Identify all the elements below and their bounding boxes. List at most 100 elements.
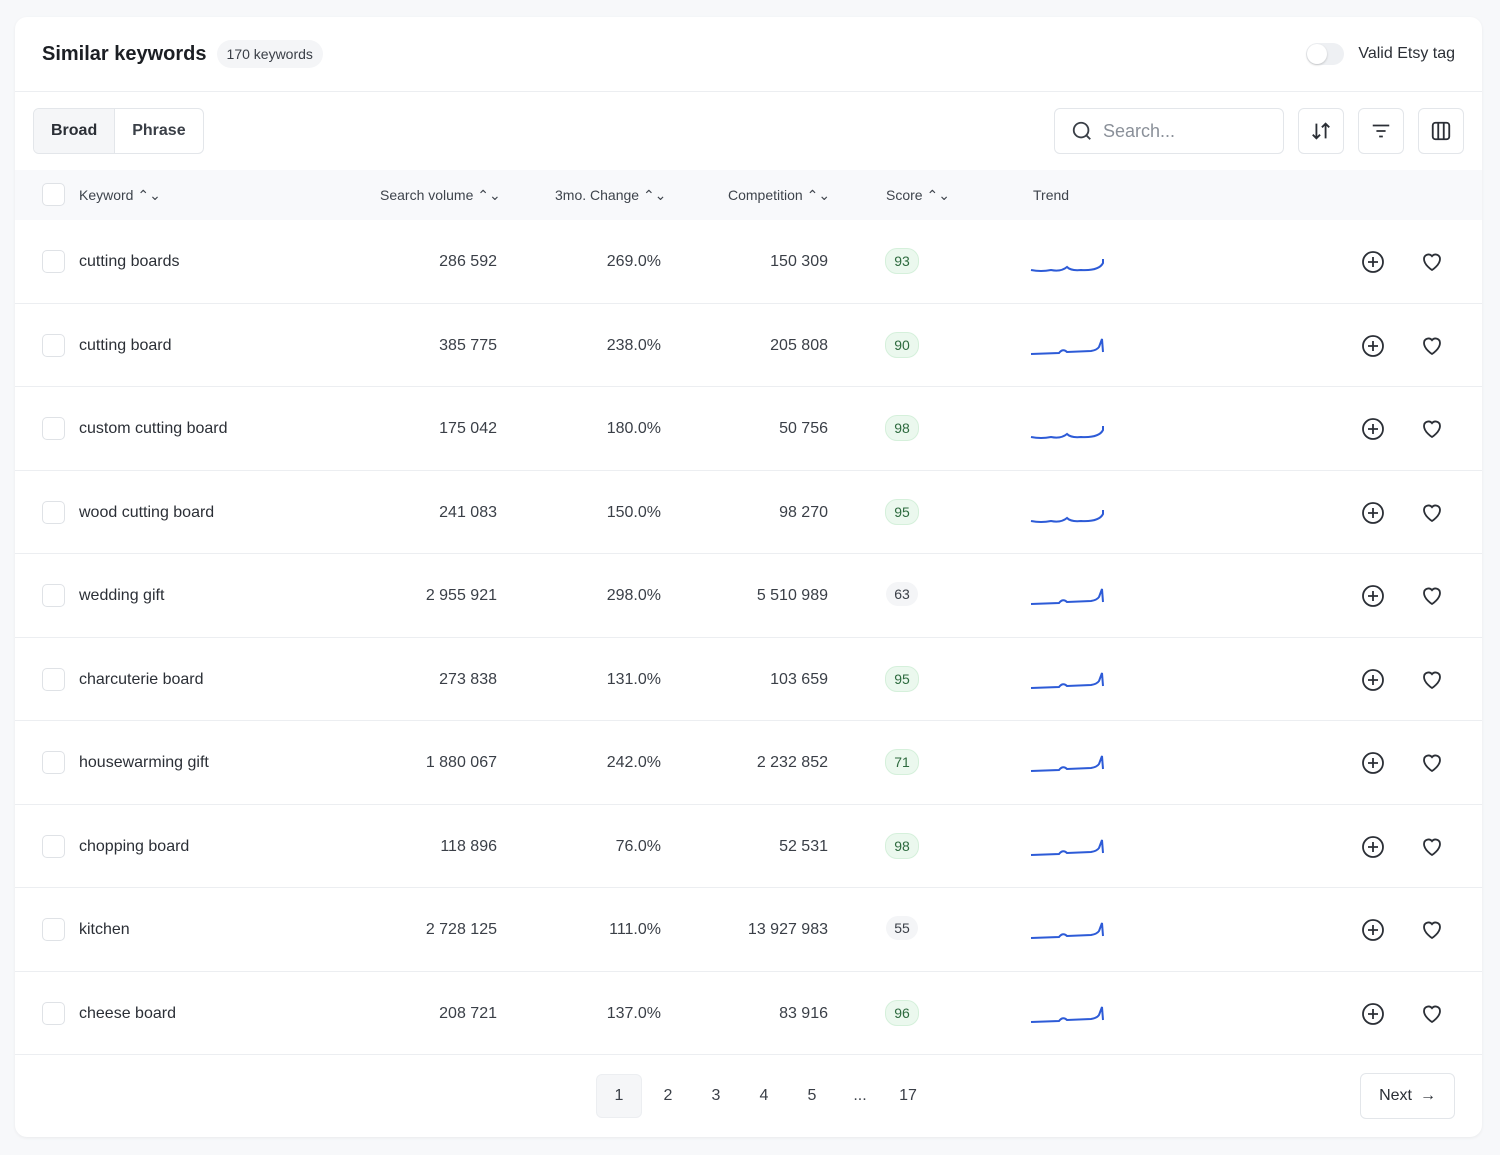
row-checkbox[interactable]	[42, 751, 65, 774]
heart-icon[interactable]	[1420, 250, 1444, 274]
add-circle-icon[interactable]	[1361, 918, 1385, 942]
row-checkbox[interactable]	[42, 417, 65, 440]
sort-chevrons-icon: ⌃⌄	[477, 187, 501, 203]
change-cell: 269.0%	[606, 253, 661, 270]
page-4[interactable]: 4	[759, 1087, 769, 1104]
valid-etsy-tag-toggle[interactable]	[1306, 43, 1345, 65]
keyword-cell[interactable]: charcuterie board	[79, 670, 204, 688]
add-circle-icon[interactable]	[1361, 334, 1385, 358]
row-checkbox[interactable]	[42, 918, 65, 941]
score-badge: 98	[885, 415, 919, 441]
table-row: custom cutting board 175 042 180.0% 50 7…	[15, 387, 1482, 471]
columns-button[interactable]	[1418, 108, 1464, 154]
add-circle-icon[interactable]	[1361, 250, 1385, 274]
keyword-cell[interactable]: wedding gift	[79, 587, 165, 604]
next-page-button[interactable]: Next →	[1360, 1073, 1455, 1119]
page-1[interactable]: 1	[596, 1074, 642, 1118]
competition-cell: 98 270	[779, 503, 828, 521]
page-2[interactable]: 2	[663, 1087, 673, 1104]
search-input[interactable]: Search...	[1054, 108, 1284, 154]
col-score[interactable]: Score ⌃⌄	[886, 187, 950, 204]
search-volume-cell: 1 880 067	[425, 754, 497, 771]
heart-icon[interactable]	[1420, 668, 1444, 692]
col-3mo-change-label: 3mo. Change	[555, 187, 640, 203]
col-score-label: Score	[886, 187, 923, 203]
search-volume-cell: 208 721	[439, 1004, 497, 1022]
sort-icon	[1312, 122, 1330, 140]
page-3[interactable]: 3	[711, 1087, 721, 1104]
score-badge: 71	[885, 749, 919, 775]
page-17[interactable]: 17	[899, 1087, 917, 1104]
score-badge: 63	[886, 582, 918, 606]
add-circle-icon[interactable]	[1361, 417, 1385, 441]
add-circle-icon[interactable]	[1361, 668, 1385, 692]
add-circle-icon[interactable]	[1361, 501, 1385, 525]
add-circle-icon[interactable]	[1361, 751, 1385, 775]
table-header: Keyword ⌃⌄ Search volume ⌃⌄ 3mo. Change …	[15, 170, 1482, 220]
row-checkbox[interactable]	[42, 667, 65, 691]
trend-sparkline	[1030, 672, 1104, 689]
search-volume-cell: 175 042	[439, 420, 497, 437]
heart-icon[interactable]	[1420, 1002, 1444, 1026]
score-badge: 98	[885, 832, 919, 859]
add-circle-icon[interactable]	[1361, 835, 1385, 859]
sort-chevrons-icon: ⌃⌄	[642, 187, 667, 203]
row-checkbox[interactable]	[42, 333, 65, 357]
toggle-label: Valid Etsy tag	[1358, 45, 1455, 62]
keyword-cell[interactable]: housewarming gift	[79, 754, 209, 771]
filter-button[interactable]	[1358, 108, 1404, 154]
score-badge: 55	[886, 916, 918, 940]
keyword-cell[interactable]: cutting board	[79, 336, 172, 354]
competition-cell: 2 232 852	[756, 754, 828, 771]
heart-icon[interactable]	[1420, 918, 1444, 942]
row-checkbox[interactable]	[42, 500, 65, 524]
tab-broad[interactable]: Broad	[34, 109, 116, 153]
heart-icon[interactable]	[1420, 334, 1444, 358]
keyword-cell[interactable]: chopping board	[79, 837, 190, 855]
trend-sparkline	[1030, 755, 1104, 772]
col-competition[interactable]: Competition ⌃⌄	[728, 187, 830, 204]
competition-cell: 83 916	[779, 1004, 828, 1022]
competition-cell: 5 510 989	[756, 587, 828, 604]
page-5[interactable]: 5	[807, 1087, 817, 1104]
tab-phrase[interactable]: Phrase	[132, 122, 186, 139]
table-row: cutting board 385 775 238.0% 205 808 90	[15, 304, 1482, 387]
select-all-checkbox[interactable]	[42, 183, 65, 206]
col-keyword[interactable]: Keyword ⌃⌄	[79, 187, 161, 204]
row-checkbox[interactable]	[42, 834, 65, 858]
keyword-cell[interactable]: kitchen	[79, 921, 130, 938]
heart-icon[interactable]	[1420, 751, 1444, 775]
competition-cell: 52 531	[779, 837, 828, 855]
competition-cell: 50 756	[779, 420, 828, 437]
heart-icon[interactable]	[1420, 501, 1444, 525]
keyword-cell[interactable]: wood cutting board	[79, 503, 215, 521]
col-search-volume[interactable]: Search volume ⌃⌄	[380, 187, 501, 204]
table-row: kitchen 2 728 125 111.0% 13 927 983 55	[15, 888, 1482, 972]
table-body: cutting boards 286 592 269.0% 150 309 93…	[15, 220, 1482, 1055]
heart-icon[interactable]	[1420, 835, 1444, 859]
add-circle-icon[interactable]	[1361, 584, 1385, 608]
table-row: chopping board 118 896 76.0% 52 531 98	[15, 805, 1482, 888]
score-cell: 95	[883, 665, 921, 692]
row-checkbox[interactable]	[42, 250, 65, 273]
trend-sparkline	[1030, 588, 1104, 605]
row-checkbox[interactable]	[42, 584, 65, 607]
trend-sparkline	[1030, 1006, 1104, 1023]
search-volume-cell: 273 838	[439, 670, 497, 688]
row-checkbox[interactable]	[42, 1001, 65, 1025]
heart-icon[interactable]	[1420, 417, 1444, 441]
sort-button[interactable]	[1298, 108, 1344, 154]
score-badge: 96	[885, 999, 919, 1026]
keyword-cell[interactable]: cheese board	[79, 1004, 176, 1022]
keyword-cell[interactable]: cutting boards	[79, 253, 180, 270]
col-3mo-change[interactable]: 3mo. Change ⌃⌄	[555, 187, 666, 204]
heart-icon[interactable]	[1420, 584, 1444, 608]
columns-icon	[1431, 121, 1451, 141]
search-placeholder: Search...	[1103, 120, 1176, 141]
table-row: wood cutting board 241 083 150.0% 98 270…	[15, 471, 1482, 554]
filter-icon	[1372, 124, 1390, 138]
score-cell: 95	[883, 498, 921, 525]
keyword-cell[interactable]: custom cutting board	[79, 420, 228, 437]
search-volume-cell: 2 728 125	[425, 921, 497, 938]
add-circle-icon[interactable]	[1361, 1002, 1385, 1026]
